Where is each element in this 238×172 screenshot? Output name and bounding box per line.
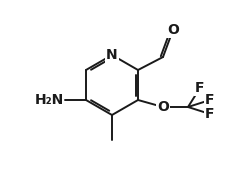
Text: F: F [195,81,205,95]
Text: F: F [205,93,215,107]
Text: F: F [205,107,215,121]
Text: N: N [106,48,118,62]
Text: H₂N: H₂N [35,93,64,107]
Text: O: O [157,100,169,114]
Text: O: O [167,23,179,37]
